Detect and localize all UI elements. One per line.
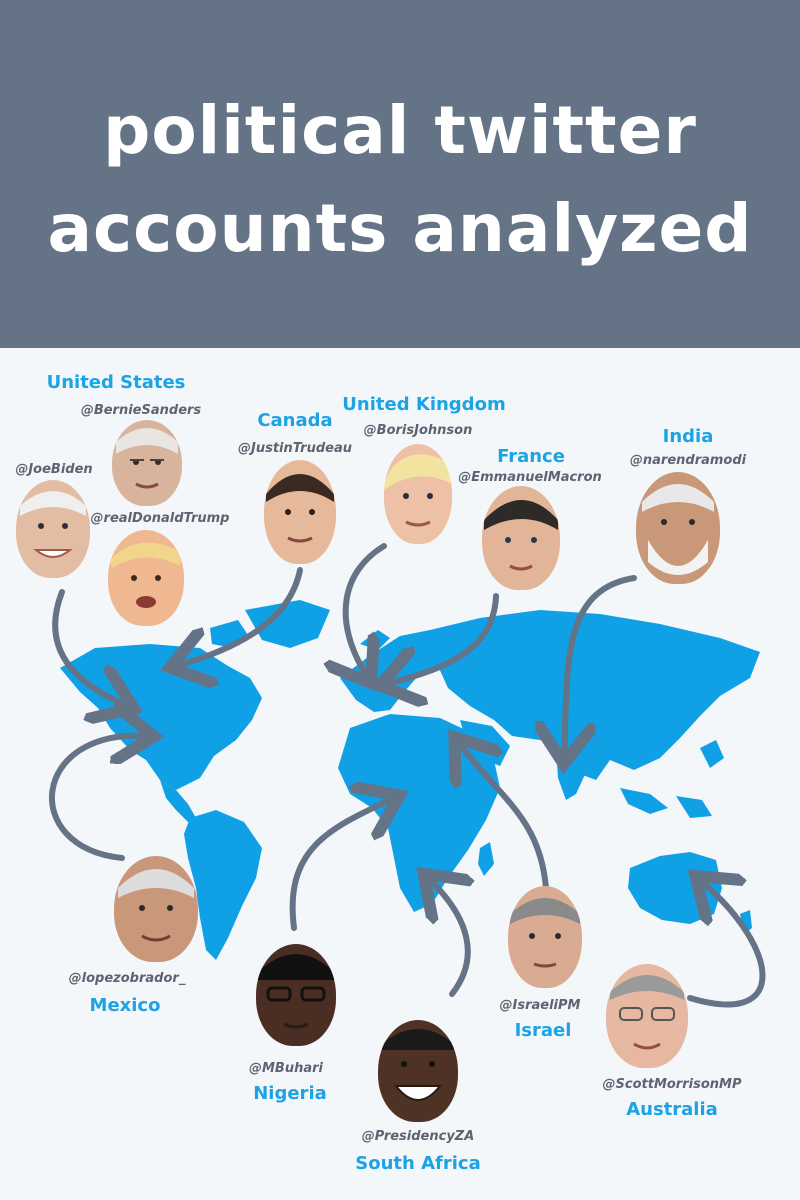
leader-portrait-icon	[264, 460, 336, 564]
curved-arrow-icon	[687, 880, 766, 1008]
leader-portrait-icon	[108, 530, 184, 626]
handle-amlo: @lopezobrador_	[68, 971, 186, 986]
leader-portrait-icon	[114, 856, 198, 962]
handle-ramaphosa: @PresidencyZA	[361, 1129, 475, 1144]
curved-arrow-icon	[428, 878, 468, 997]
world-map-icon	[49, 543, 766, 1008]
country-label-israel: Israel	[514, 1020, 572, 1041]
leader-portrait-icon	[112, 420, 182, 506]
country-label-australia: Australia	[626, 1099, 718, 1120]
curved-arrow-icon	[52, 589, 128, 706]
page-title-line-2: accounts analyzed	[47, 190, 753, 267]
country-label-uk: United Kingdom	[342, 394, 506, 415]
country-label-canada: Canada	[257, 410, 333, 431]
handle-trump: @realDonaldTrump	[90, 511, 230, 526]
leader-portrait-icon	[384, 444, 452, 544]
handle-macron: @EmmanuelMacron	[458, 470, 602, 485]
handle-trudeau: @JustinTrudeau	[237, 441, 353, 456]
handle-netanyahu: @IsraeliPM	[499, 998, 581, 1013]
curved-arrow-icon	[564, 575, 637, 758]
handle-johnson: @BorisJohnson	[363, 423, 473, 438]
country-label-india: India	[662, 426, 714, 447]
header-banner: political twitter accounts analyzed	[0, 0, 800, 348]
handle-biden: @JoeBiden	[15, 462, 93, 477]
leader-portrait-icon	[606, 964, 688, 1068]
handle-bernie: @BernieSanders	[80, 403, 202, 418]
leader-portrait-icon	[636, 472, 720, 584]
page-title-line-1: political twitter	[103, 92, 697, 169]
country-label-france: France	[497, 446, 565, 467]
country-label-us: United States	[46, 372, 186, 393]
leader-portrait-icon	[378, 1020, 458, 1122]
handle-morrison: @ScottMorrisonMP	[602, 1077, 742, 1092]
country-label-nigeria: Nigeria	[253, 1083, 327, 1104]
country-label-mexico: Mexico	[89, 995, 161, 1016]
curved-arrow-icon	[49, 736, 148, 861]
curved-arrow-icon	[289, 798, 394, 931]
leader-portrait-icon	[508, 886, 582, 988]
country-label-south-africa: South Africa	[355, 1153, 481, 1174]
curved-arrow-icon	[386, 593, 499, 684]
handle-modi: @narendramodi	[629, 453, 747, 468]
curved-arrow-icon	[346, 543, 387, 678]
leader-portrait-icon	[482, 486, 560, 590]
curved-arrow-icon	[176, 567, 303, 666]
handle-buhari: @MBuhari	[249, 1061, 323, 1076]
leader-portrait-icon	[16, 480, 90, 578]
curved-arrow-icon	[458, 742, 549, 891]
leader-portrait-icon	[256, 944, 336, 1046]
